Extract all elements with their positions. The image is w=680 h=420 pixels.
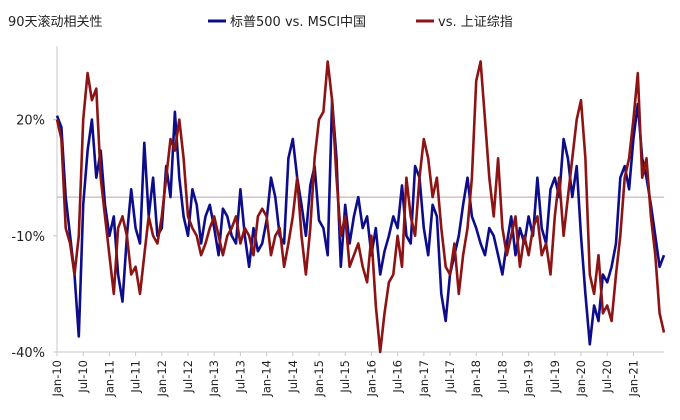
x-tick-label: Jul-15 bbox=[338, 360, 352, 394]
y-tick-label: -40% bbox=[11, 346, 45, 361]
x-axis-ticks: Jan-10 Jul-10 Jan-11 Jul-11 Jan-12 Jul-12 Jan-… bbox=[50, 352, 640, 398]
x-tick-label: Jul-17 bbox=[443, 360, 457, 394]
series-lines bbox=[55, 60, 666, 354]
x-tick-label: Jul-11 bbox=[129, 360, 143, 394]
x-tick-label: Jul-13 bbox=[233, 360, 247, 394]
x-tick-label: Jan-12 bbox=[155, 360, 169, 398]
legend: 标普500 vs. MSCI中国 vs. 上证综指 bbox=[208, 15, 513, 30]
chart-title: 90天滚动相关性 bbox=[8, 14, 103, 30]
x-tick-label: Jan-16 bbox=[364, 360, 378, 398]
x-tick-label: Jan-20 bbox=[574, 360, 588, 398]
x-tick-label: Jul-20 bbox=[600, 360, 614, 394]
x-tick-label: Jul-10 bbox=[76, 360, 90, 394]
x-tick-label: Jan-11 bbox=[102, 360, 116, 398]
x-tick-label: Jan-13 bbox=[207, 360, 221, 398]
x-tick-label: Jan-18 bbox=[469, 360, 483, 398]
x-tick-label: Jan-14 bbox=[260, 360, 274, 398]
x-tick-label: Jan-19 bbox=[522, 360, 536, 398]
x-tick-label: Jul-19 bbox=[548, 360, 562, 394]
x-tick-label: Jan-21 bbox=[626, 360, 640, 398]
x-tick-label: Jan-10 bbox=[50, 360, 64, 398]
x-tick-label: Jan-15 bbox=[312, 360, 326, 398]
y-axis-ticks: 20% -10% -40% bbox=[11, 114, 57, 361]
x-tick-label: Jul-18 bbox=[495, 360, 509, 394]
legend-label-series-2: vs. 上证综指 bbox=[438, 15, 513, 30]
x-tick-label: Jul-12 bbox=[181, 360, 195, 394]
y-tick-label: 20% bbox=[16, 114, 45, 129]
legend-label-series-1: 标普500 vs. MSCI中国 bbox=[230, 15, 366, 30]
x-tick-label: Jul-14 bbox=[286, 360, 300, 394]
x-tick-label: Jul-16 bbox=[391, 360, 405, 394]
y-tick-label: -10% bbox=[11, 230, 45, 245]
series-line-2 bbox=[55, 60, 666, 354]
x-tick-label: Jan-17 bbox=[417, 360, 431, 398]
